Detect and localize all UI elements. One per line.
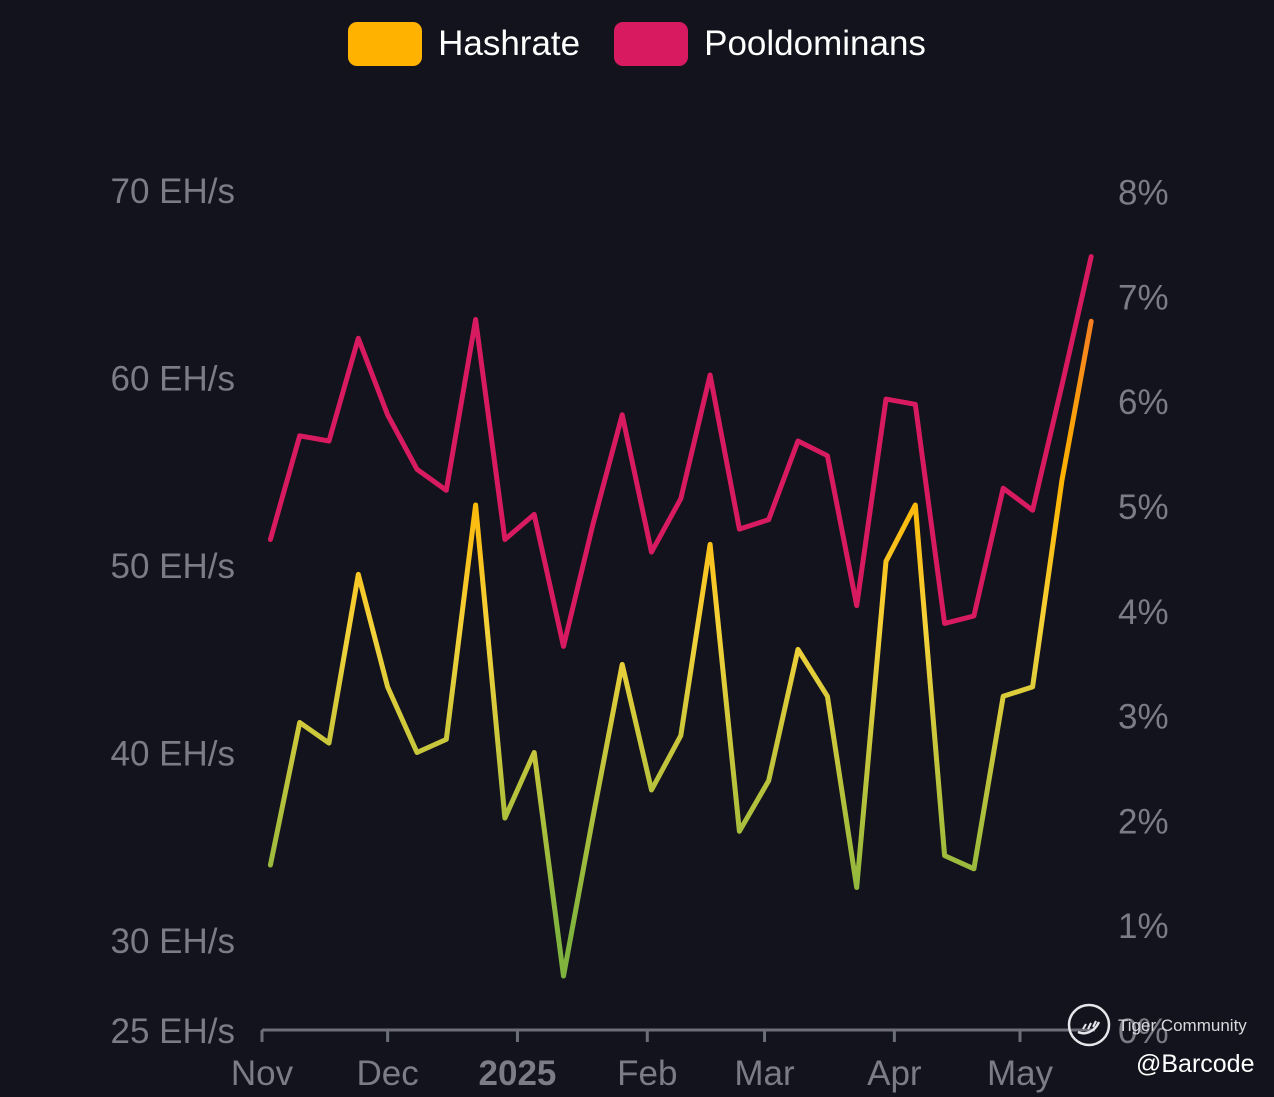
y-right-tick-label: 5% <box>1118 488 1169 527</box>
legend-item-hashrate[interactable]: Hashrate <box>348 22 580 66</box>
tiger-logo-icon <box>1067 1003 1111 1047</box>
watermark-text: Tiger Community <box>1118 1016 1247 1035</box>
legend-label-pooldominans: Pooldominans <box>704 24 926 63</box>
y-left-tick-label: 60 EH/s <box>111 360 236 399</box>
y-left-tick-label: 40 EH/s <box>111 735 236 774</box>
y-right-tick-label: 7% <box>1118 278 1169 317</box>
y-left-tick-label: 30 EH/s <box>111 922 236 961</box>
x-tick-label: Apr <box>867 1054 922 1093</box>
legend-swatch-hashrate <box>348 22 423 66</box>
y-left-tick-label: 50 EH/s <box>111 547 236 586</box>
legend-item-pooldominans[interactable]: Pooldominans <box>614 22 926 66</box>
x-tick-label: May <box>987 1054 1054 1093</box>
watermark: Tiger Community <box>1066 1002 1247 1048</box>
y-right-tick-label: 8% <box>1118 174 1169 213</box>
y-left-tick-label: 25 EH/s <box>111 1012 236 1051</box>
credit-text: @Barcode <box>1136 1050 1255 1078</box>
y-right-tick-label: 6% <box>1118 383 1169 422</box>
x-tick-label: Nov <box>231 1054 294 1093</box>
x-tick-label: Mar <box>734 1054 795 1093</box>
legend-label-hashrate: Hashrate <box>438 24 581 63</box>
x-tick-label: 2025 <box>479 1054 557 1093</box>
legend-swatch-pooldominans <box>614 22 689 66</box>
legend: Hashrate Pooldominans <box>0 22 1274 66</box>
y-right-tick-label: 1% <box>1118 907 1169 946</box>
series-line-pooldominans <box>267 254 1094 649</box>
y-right-tick-label: 3% <box>1118 698 1169 737</box>
y-right-tick-label: 2% <box>1118 802 1169 841</box>
x-tick-label: Dec <box>357 1054 419 1093</box>
series-line-hashrate <box>267 318 1094 979</box>
x-tick-label: Feb <box>617 1054 677 1093</box>
y-right-tick-label: 0% <box>1118 1012 1169 1051</box>
y-right-tick-label: 4% <box>1118 593 1169 632</box>
y-left-tick-label: 70 EH/s <box>111 172 236 211</box>
